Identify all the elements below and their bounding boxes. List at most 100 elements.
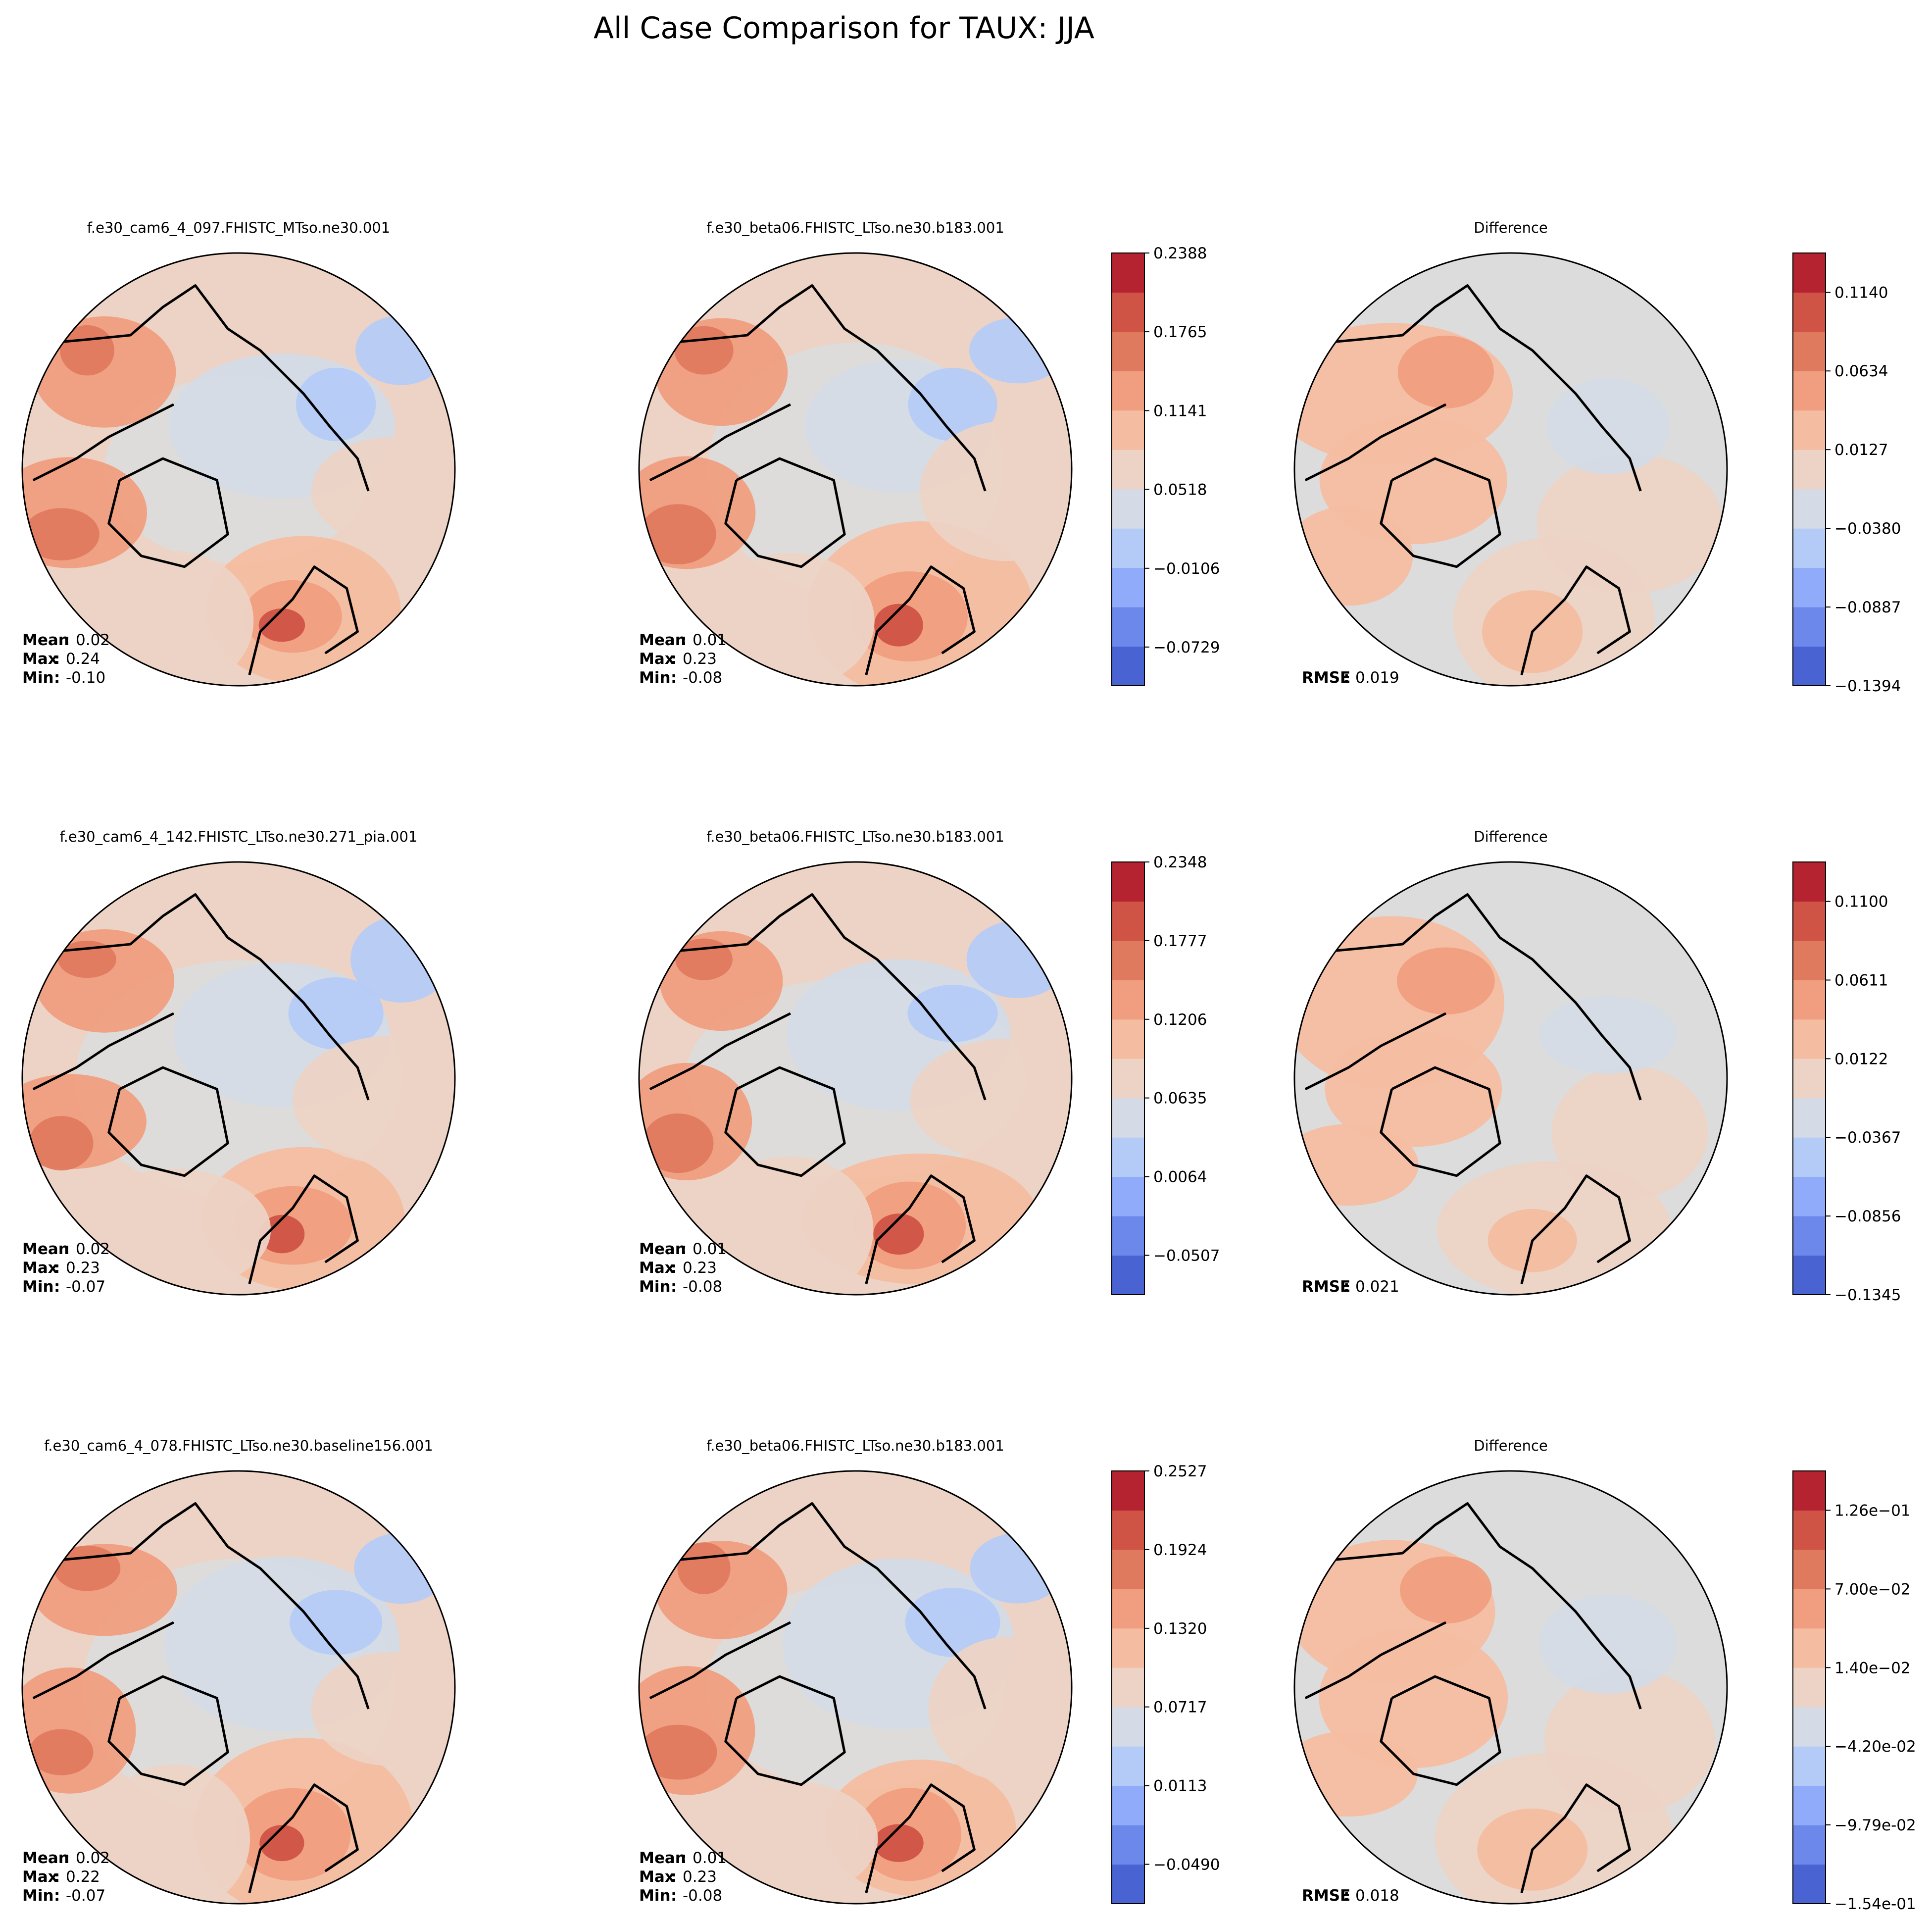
stat-colon: : (671, 1259, 677, 1277)
colorbar-segment (1112, 567, 1144, 607)
colorbar-segment (1112, 1785, 1144, 1825)
colorbar-segment (1112, 292, 1144, 332)
colorbar-segment (1112, 489, 1144, 529)
stat-value: 0.23 (683, 650, 717, 668)
colorbar-tick-label: 0.2527 (1153, 1463, 1207, 1480)
stat-value: -0.07 (66, 1887, 105, 1905)
polar-map-5: Difference RMSE: 0.021 (1293, 828, 1728, 1296)
stat-value: 0.01 (693, 631, 727, 649)
map-field (22, 862, 455, 1295)
colorbar-segment (1793, 1059, 1826, 1099)
colorbar-segment (1112, 1864, 1144, 1904)
colorbar-segment (1793, 253, 1826, 293)
colorbar-tick-label: 0.1765 (1153, 323, 1207, 341)
stat-label: Max (22, 1259, 58, 1277)
map-title: Difference (1474, 219, 1548, 236)
stat-value: 0.01 (693, 1240, 727, 1258)
map-boundary (21, 1470, 456, 1905)
colorbar-segment (1793, 292, 1826, 332)
map-field (639, 1471, 1072, 1904)
stat-label: Min (639, 1278, 671, 1296)
colorbar-segment (1793, 1019, 1826, 1059)
coastline-greenland (107, 1066, 229, 1177)
polar-map-7: f.e30_beta06.FHISTC_LTso.ne30.b183.001 Me… (638, 1437, 1073, 1905)
colorbar-tick-label: 0.1141 (1153, 402, 1207, 420)
coastlines (649, 1502, 987, 1893)
contour-blob (23, 508, 99, 560)
colorbar-tick-label: −0.1345 (1834, 1286, 1901, 1304)
colorbar-segment (1793, 1667, 1826, 1708)
polar-map-0: f.e30_cam6_4_097.FHISTC_MTso.ne30.001 Mea… (21, 219, 456, 687)
coastline-asia (39, 893, 370, 1101)
polar-map-3: f.e30_cam6_4_142.FHISTC_LTso.ne30.271_pi… (21, 828, 456, 1296)
contour-blob (966, 920, 1069, 998)
polar-map-1: f.e30_beta06.FHISTC_LTso.ne30.b183.001 Me… (638, 219, 1073, 687)
stat-value: 0.23 (683, 1868, 717, 1886)
colorbar-segment (1112, 1098, 1144, 1138)
colorbar-tick-label: −0.0507 (1153, 1247, 1220, 1264)
colorbar-tick-label: 0.0634 (1834, 362, 1888, 380)
coastline-greenland (1380, 457, 1501, 568)
coastline-europe (865, 1174, 976, 1284)
colorbar-tick-label: 0.1777 (1153, 932, 1207, 950)
colorbar-segment (1793, 1471, 1826, 1511)
colorbar-tick-label: −1.54e-01 (1834, 1895, 1916, 1913)
contour-blob (873, 1213, 924, 1255)
map-boundary (638, 1470, 1073, 1905)
stat-value: 0.01 (693, 1849, 727, 1867)
stat-value: 0.02 (76, 631, 110, 649)
contour-blob (292, 1036, 455, 1164)
colorbar-frame (1111, 253, 1145, 686)
colorbar-segment (1112, 450, 1144, 490)
colorbar-segment (1793, 1589, 1826, 1629)
colorbar-tick-label: 0.2388 (1153, 245, 1207, 262)
stat-label: Mean (639, 1849, 686, 1867)
colorbar-segment (1793, 1707, 1826, 1747)
contour-blob (675, 938, 733, 980)
colorbar-segment (1793, 980, 1826, 1020)
colorbar-tick-label: −0.0887 (1834, 599, 1901, 616)
colorbar-7: 0.2527 0.1924 0.1320 0.0717 0.0113 −0.0490 (1111, 1463, 1220, 1904)
stat-label: Mean (22, 631, 69, 649)
map-field (639, 862, 1072, 1295)
colorbar-segment (1793, 1510, 1826, 1550)
stat-colon: : (1343, 1278, 1349, 1296)
stat-colon: : (681, 1849, 687, 1867)
colorbar-segment (1793, 371, 1826, 411)
colorbar-tick-label: 0.0122 (1834, 1050, 1888, 1068)
colorbar-tick-label: 0.0113 (1153, 1777, 1207, 1795)
stat-colon: : (64, 631, 70, 649)
colorbar-frame (1111, 861, 1145, 1295)
colorbar-segment (1793, 1825, 1826, 1865)
colorbar-tick-label: −0.1394 (1834, 677, 1901, 695)
colorbar-tick-label: −0.0729 (1153, 639, 1220, 657)
map-field (1294, 1471, 1727, 1904)
coastline-europe (248, 565, 359, 675)
contour-blob (907, 985, 998, 1042)
contour-blob (76, 1168, 271, 1291)
stat-label: RMSE (1302, 1887, 1350, 1905)
stat-colon: : (671, 1887, 677, 1905)
coastline-asia (1311, 1502, 1642, 1710)
colorbar-segment (1793, 528, 1826, 568)
contour-blob (1294, 1124, 1419, 1206)
coastlines (32, 893, 370, 1284)
map-title: Difference (1474, 828, 1548, 845)
colorbar-segment (1793, 450, 1826, 490)
colorbar-tick-label: 0.1140 (1834, 284, 1888, 302)
stat-label: Max (22, 650, 58, 668)
contour-blob (288, 977, 384, 1050)
coastline-america (1304, 1621, 1447, 1700)
stat-value: 0.021 (1355, 1278, 1399, 1296)
contour-blob (639, 1724, 717, 1780)
colorbar-segment (1112, 1471, 1144, 1511)
colorbar-segment (1793, 410, 1826, 450)
stat-value: -0.08 (683, 1278, 722, 1296)
coastline-europe (1520, 1174, 1631, 1284)
contour-blob (1539, 996, 1677, 1074)
coastline-europe (1520, 1783, 1631, 1893)
colorbar-segment (1793, 646, 1826, 686)
contour-blob (874, 604, 923, 647)
coastline-america (32, 403, 175, 482)
colorbar-segment (1112, 253, 1144, 293)
